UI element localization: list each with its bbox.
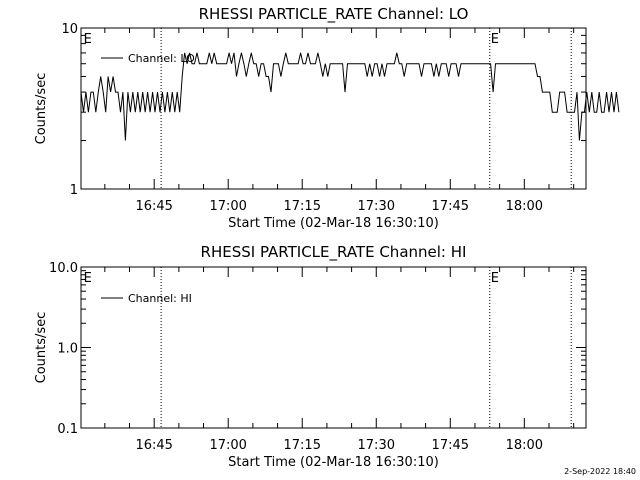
x-tick-label: 17:00 — [209, 438, 246, 453]
event-marker: E — [491, 32, 499, 47]
event-marker: E — [84, 271, 92, 286]
event-marker: E — [491, 271, 499, 286]
x-tick-label: 17:00 — [209, 199, 246, 214]
chart-panel-hi: RHESSI PARTICLE_RATE Channel: HI 0.1 1.0 10… — [34, 243, 587, 470]
y-axis-label: Counts/sec — [34, 312, 49, 384]
y-tick-label: 10 — [61, 22, 78, 37]
x-tick-label: 17:15 — [284, 199, 321, 214]
x-tick-label: 17:45 — [432, 199, 469, 214]
x-tick-label: 16:45 — [135, 438, 172, 453]
chart-title: RHESSI PARTICLE_RATE Channel: LO — [199, 5, 469, 24]
footer-timestamp: 2-Sep-2022 18:40 — [564, 467, 636, 476]
legend-label: Channel: HI — [128, 292, 192, 305]
y-tick-label: 10.0 — [49, 261, 78, 276]
x-tick-label: 18:00 — [506, 438, 543, 453]
x-axis-label: Start Time (02-Mar-18 16:30:10) — [228, 455, 439, 470]
x-tick-label: 18:00 — [506, 199, 543, 214]
x-tick-label: 16:45 — [135, 199, 172, 214]
x-tick-label: 17:15 — [284, 438, 321, 453]
x-tick-label: 17:45 — [432, 438, 469, 453]
legend-label: Channel: LO — [128, 52, 195, 65]
plot-frame — [80, 27, 587, 190]
y-tick-label: 1 — [70, 183, 78, 198]
x-tick-label: 17:30 — [358, 438, 395, 453]
x-tick-label: 17:30 — [358, 199, 395, 214]
chart-panel-lo: RHESSI PARTICLE_RATE Channel: LO 1 10 Count… — [34, 5, 620, 231]
series-line-0 — [80, 52, 620, 141]
y-tick-label: 1.0 — [57, 342, 78, 357]
chart-title: RHESSI PARTICLE_RATE Channel: HI — [201, 243, 467, 262]
y-axis-label: Counts/sec — [34, 73, 49, 145]
y-tick-label: 0.1 — [57, 422, 78, 437]
event-marker: E — [84, 32, 92, 47]
x-axis-label: Start Time (02-Mar-18 16:30:10) — [228, 216, 439, 231]
